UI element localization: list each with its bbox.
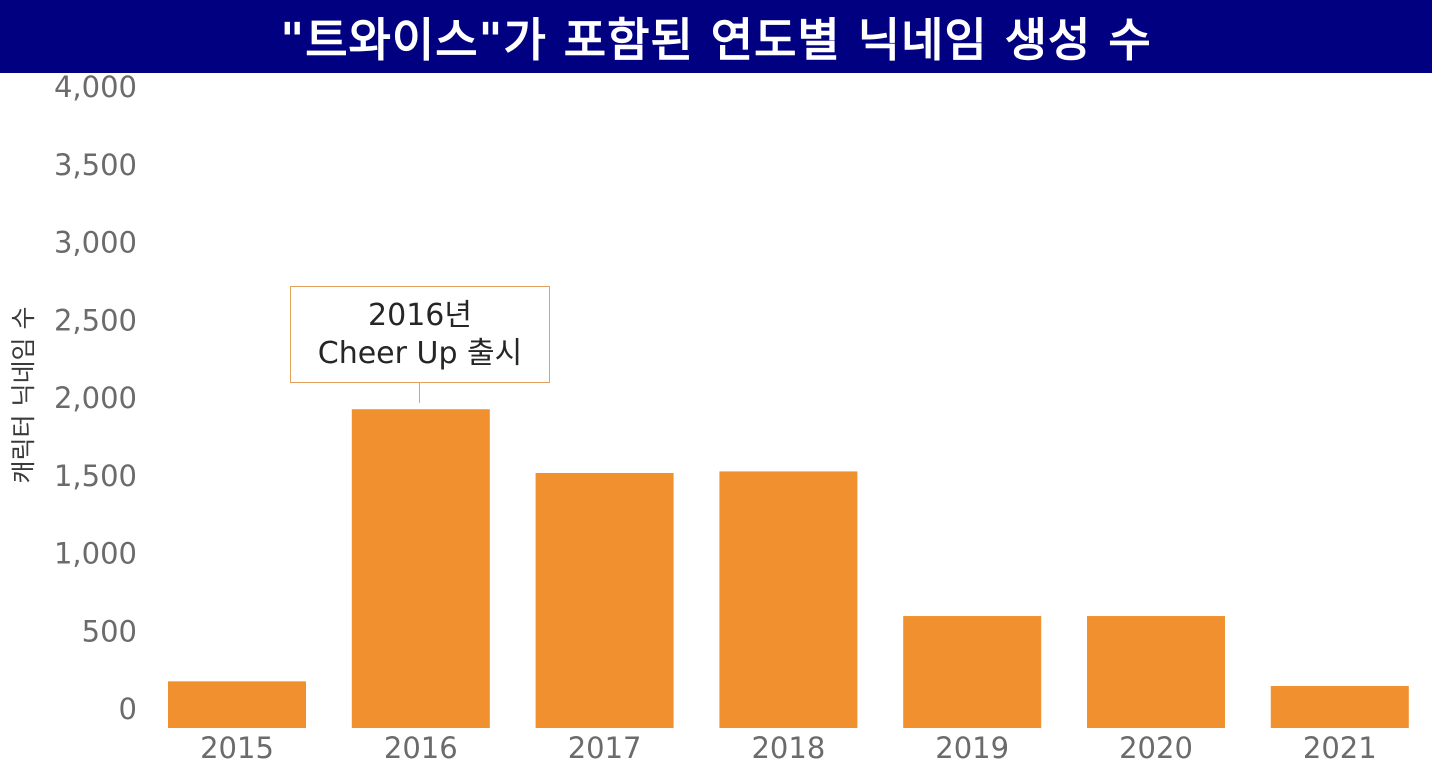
x-tick-label-2015: 2015 xyxy=(200,731,274,765)
x-tick-label-2016: 2016 xyxy=(384,731,458,765)
bar-2015 xyxy=(168,681,306,728)
y-tick-label: 3,000 xyxy=(54,226,137,260)
chart-title: "트와이스"가 포함된 연도별 닉네임 생성 수 xyxy=(280,12,1152,67)
bar-2016 xyxy=(351,409,490,728)
title-bar: "트와이스"가 포함된 연도별 닉네임 생성 수 xyxy=(0,0,1432,73)
bar-2019 xyxy=(903,616,1042,728)
y-tick-label: 1,500 xyxy=(54,459,137,493)
y-axis-label: 캐릭터 닉네임 수 xyxy=(9,307,38,484)
bar-2018 xyxy=(719,471,858,728)
annotation-pointer xyxy=(419,383,420,403)
x-tick-label-2021: 2021 xyxy=(1303,731,1377,765)
annotation-line-2: Cheer Up 출시 xyxy=(317,335,523,371)
annotation-box: 2016년 Cheer Up 출시 xyxy=(290,286,550,383)
x-tick-label-2017: 2017 xyxy=(568,731,642,765)
y-tick-label: 2,000 xyxy=(54,381,137,415)
y-axis-ticks: 4,000 3,500 3,000 2,500 2,000 1,500 1,000 500 0 xyxy=(54,70,137,726)
y-tick-label: 500 xyxy=(82,614,137,648)
x-tick-label-2020: 2020 xyxy=(1119,731,1193,765)
y-tick-label: 1,000 xyxy=(54,537,137,571)
bars xyxy=(168,409,1409,728)
bar-2020 xyxy=(1087,616,1225,728)
bar-2017 xyxy=(535,472,674,728)
x-axis-labels: 2015 2016 2017 2018 2019 2020 2021 xyxy=(200,731,1377,765)
x-tick-label-2019: 2019 xyxy=(935,731,1009,765)
y-tick-label: 2,500 xyxy=(54,303,137,337)
y-tick-label: 0 xyxy=(119,692,137,726)
bar-2021 xyxy=(1270,686,1409,728)
y-tick-label: 3,500 xyxy=(54,148,137,182)
y-tick-label: 4,000 xyxy=(54,70,137,104)
annotation-line-1: 2016년 xyxy=(368,297,472,333)
x-tick-label-2018: 2018 xyxy=(751,731,825,765)
